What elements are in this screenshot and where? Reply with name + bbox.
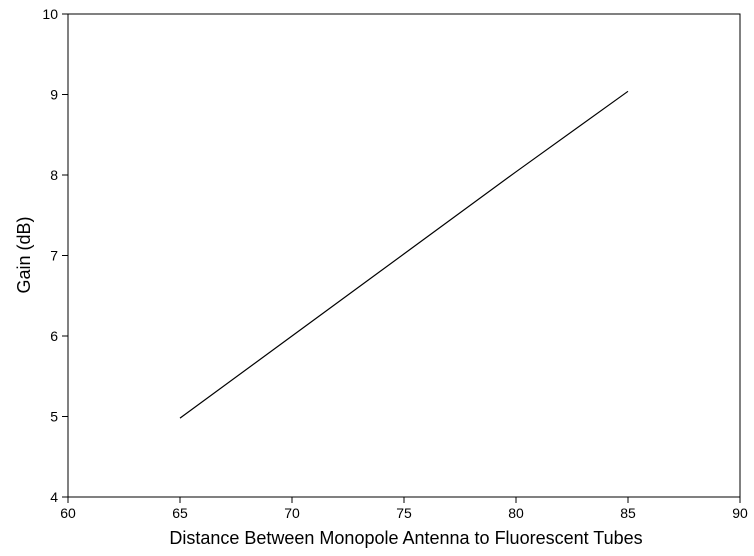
x-axis: 60 65 70 75 80 85 90 (60, 497, 748, 521)
plot-frame (67, 13, 741, 498)
plot-area (67, 13, 741, 498)
series-line (179, 90, 629, 419)
x-tick-label: 85 (620, 505, 636, 521)
y-axis-title: Gain (dB) (14, 216, 34, 293)
series-layer (179, 90, 629, 419)
x-tick-label: 65 (172, 505, 188, 521)
x-tick-label: 70 (284, 505, 300, 521)
y-tick-label: 5 (50, 409, 58, 425)
x-tick-label: 90 (732, 505, 748, 521)
y-axis: 4 5 6 7 8 9 10 (42, 6, 68, 505)
x-tick-label: 75 (396, 505, 412, 521)
x-tick-label: 60 (60, 505, 76, 521)
y-tick-label: 6 (50, 328, 58, 344)
y-tick-label: 8 (50, 167, 58, 183)
y-tick-label: 4 (50, 489, 58, 505)
x-tick-label: 80 (508, 505, 524, 521)
y-tick-label: 9 (50, 87, 58, 103)
x-axis-title: Distance Between Monopole Antenna to Flu… (169, 528, 642, 548)
y-tick-label: 10 (42, 6, 58, 22)
y-tick-label: 7 (50, 248, 58, 264)
